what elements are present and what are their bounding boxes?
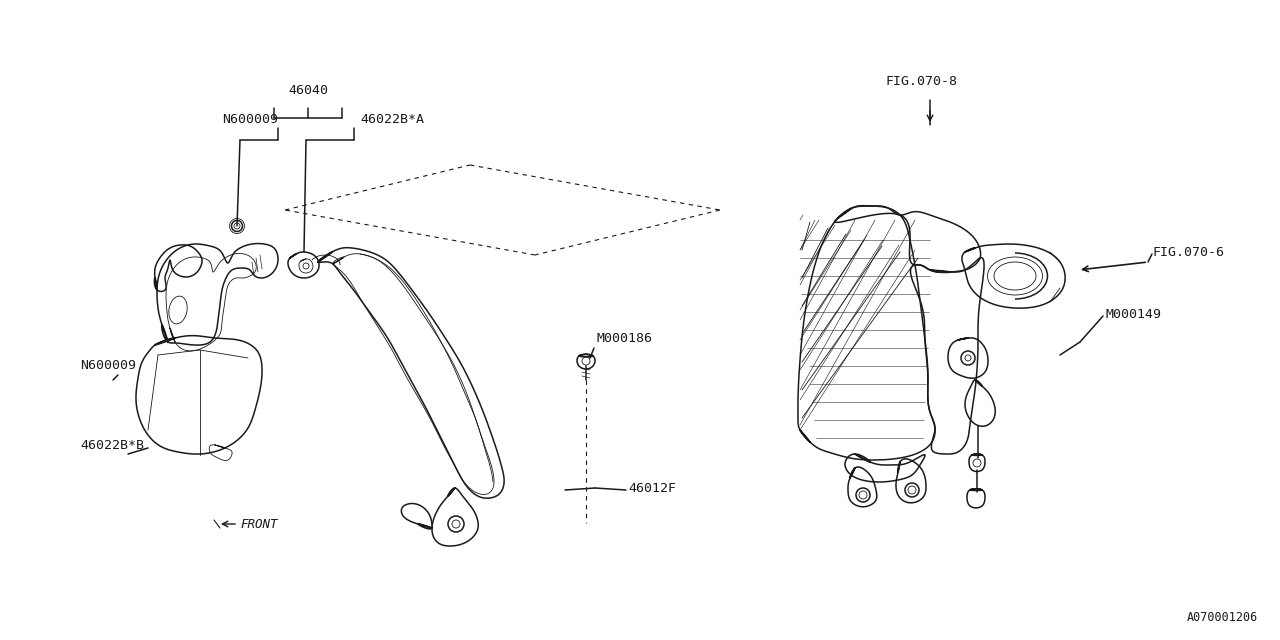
Text: M000149: M000149 [1105,307,1161,321]
Text: FRONT: FRONT [241,518,278,531]
Text: FIG.070-8: FIG.070-8 [884,75,957,88]
Text: 46022B*A: 46022B*A [360,113,424,126]
Text: FIG.070-6: FIG.070-6 [1152,246,1224,259]
Text: 46012F: 46012F [628,481,676,495]
Text: 46022B*B: 46022B*B [81,439,145,452]
Text: A070001206: A070001206 [1187,611,1258,624]
Text: N600009: N600009 [81,359,136,372]
Text: 46040: 46040 [288,84,328,97]
Text: N600009: N600009 [221,113,278,126]
Text: M000186: M000186 [596,332,652,345]
